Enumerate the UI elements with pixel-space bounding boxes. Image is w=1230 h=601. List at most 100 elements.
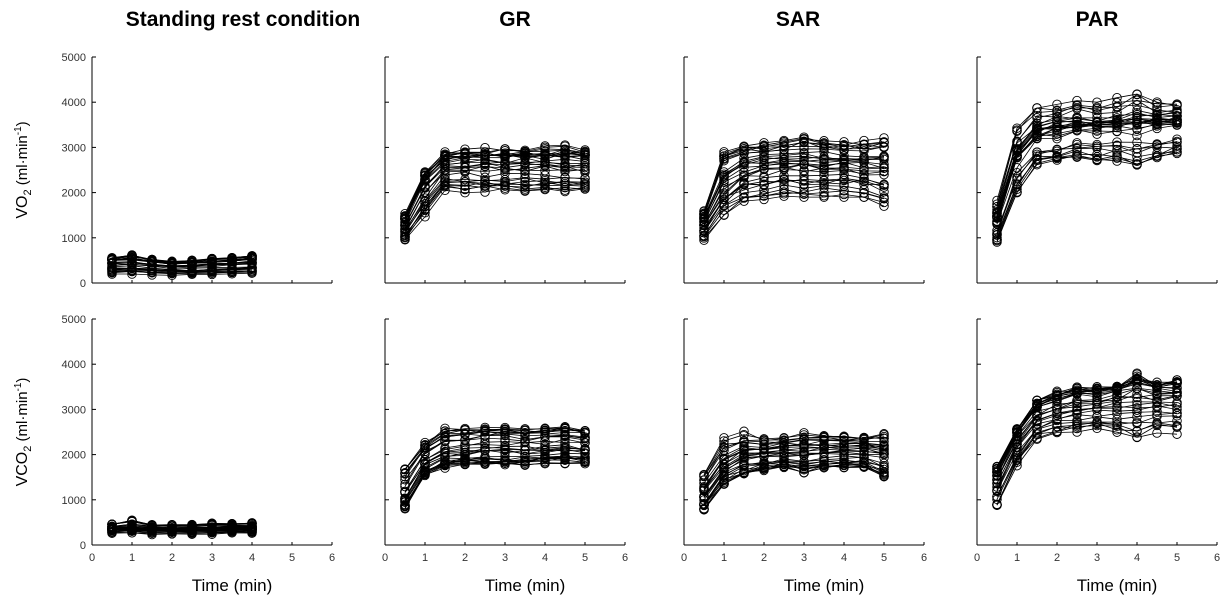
subject-line — [404, 171, 586, 231]
y-tick-label: 2000 — [62, 188, 86, 200]
subject-point — [1012, 137, 1022, 147]
subject-point — [1132, 143, 1142, 154]
subject-point — [699, 220, 709, 230]
subject-line — [703, 445, 885, 489]
subject-point — [560, 458, 570, 468]
subject-point — [739, 441, 749, 451]
series-group — [400, 140, 590, 245]
subject-point — [1092, 423, 1102, 434]
subject-point — [759, 194, 769, 205]
x-axis-title: Time (min) — [1077, 576, 1158, 595]
chart-panel-vco2-par: 0 1 2 3 4 5 6 — [974, 318, 1220, 564]
subject-line — [404, 162, 586, 226]
subject-line — [404, 448, 585, 499]
y-tick-label: 0 — [80, 540, 86, 552]
subject-point — [779, 459, 789, 469]
chart-panel-vo2-gr — [384, 56, 626, 284]
subject-point — [520, 431, 530, 441]
subject-line — [404, 427, 586, 470]
subject-point — [1152, 379, 1162, 390]
subject-point — [799, 456, 809, 467]
chart-panel-vo2-par — [976, 56, 1218, 284]
subject-line — [996, 119, 1178, 217]
subject-point — [400, 224, 410, 235]
subject-line — [996, 118, 1178, 218]
subject-line — [996, 149, 1178, 243]
x-tick-label: 0 — [681, 552, 687, 564]
panel-title-rest: Standing rest condition — [126, 8, 361, 31]
subject-point — [500, 163, 510, 173]
chart-panel-vco2-rest: 0 1000 2000 3000 4000 5000 0 1 2 3 4 5 6 — [62, 314, 336, 564]
subject-point — [540, 144, 550, 154]
subject-point — [859, 176, 869, 187]
subject-point — [1032, 423, 1042, 434]
subject-point — [1032, 398, 1042, 409]
series-group — [699, 426, 889, 515]
x-tick-label: 2 — [462, 552, 468, 564]
subject-point — [1012, 427, 1022, 437]
subject-point — [859, 173, 869, 184]
subject-point — [839, 192, 849, 202]
subject-line — [703, 460, 885, 506]
subject-line — [703, 156, 885, 222]
subject-point — [107, 263, 117, 273]
subject-point — [819, 175, 829, 186]
subject-point — [879, 447, 889, 457]
subject-point — [1172, 118, 1182, 128]
subject-point — [580, 164, 590, 175]
subject-point — [480, 181, 490, 191]
subject-point — [500, 424, 510, 435]
subject-point — [460, 174, 470, 185]
subject-point — [460, 429, 470, 439]
subject-point — [227, 525, 237, 536]
series-group — [107, 515, 257, 540]
subject-point — [540, 182, 550, 193]
subject-point — [992, 492, 1002, 502]
subject-point — [580, 427, 590, 438]
subject-point — [779, 433, 789, 443]
subject-point — [1032, 401, 1042, 411]
subject-point — [580, 180, 590, 190]
subject-line — [404, 144, 586, 214]
x-tick-label: 4 — [249, 552, 255, 564]
subject-point — [400, 487, 410, 498]
subject-point — [739, 436, 749, 446]
subject-point — [759, 158, 769, 169]
subject-line — [703, 446, 885, 491]
subject-point — [1172, 114, 1182, 125]
subject-line — [996, 379, 1178, 473]
subject-point — [500, 440, 510, 451]
subject-point — [739, 172, 749, 182]
subject-line — [996, 141, 1178, 235]
subject-point — [187, 267, 197, 277]
subject-point — [440, 181, 450, 192]
subject-point — [207, 520, 217, 530]
subject-line — [703, 178, 885, 231]
subject-point — [1112, 120, 1122, 131]
subject-point — [1132, 412, 1142, 422]
subject-point — [1132, 397, 1142, 407]
subject-point — [1132, 89, 1142, 100]
subject-point — [460, 187, 470, 198]
subject-point — [107, 266, 117, 276]
subject-point — [1172, 388, 1182, 398]
subject-point — [779, 177, 789, 187]
subject-point — [540, 154, 550, 165]
subject-point — [580, 182, 590, 193]
x-tick-label: 1 — [422, 552, 428, 564]
subject-line — [996, 387, 1178, 481]
subject-point — [460, 147, 470, 157]
subject-point — [839, 462, 849, 473]
subject-point — [799, 153, 809, 164]
subject-point — [520, 166, 530, 176]
subject-point — [1092, 105, 1102, 116]
subject-point — [1172, 382, 1182, 393]
subject-line — [996, 415, 1178, 497]
subject-point — [759, 462, 769, 472]
subject-point — [779, 187, 789, 197]
subject-line — [996, 109, 1178, 212]
subject-point — [147, 267, 157, 277]
subject-point — [699, 499, 709, 509]
subject-point — [819, 179, 829, 189]
subject-point — [460, 435, 470, 446]
